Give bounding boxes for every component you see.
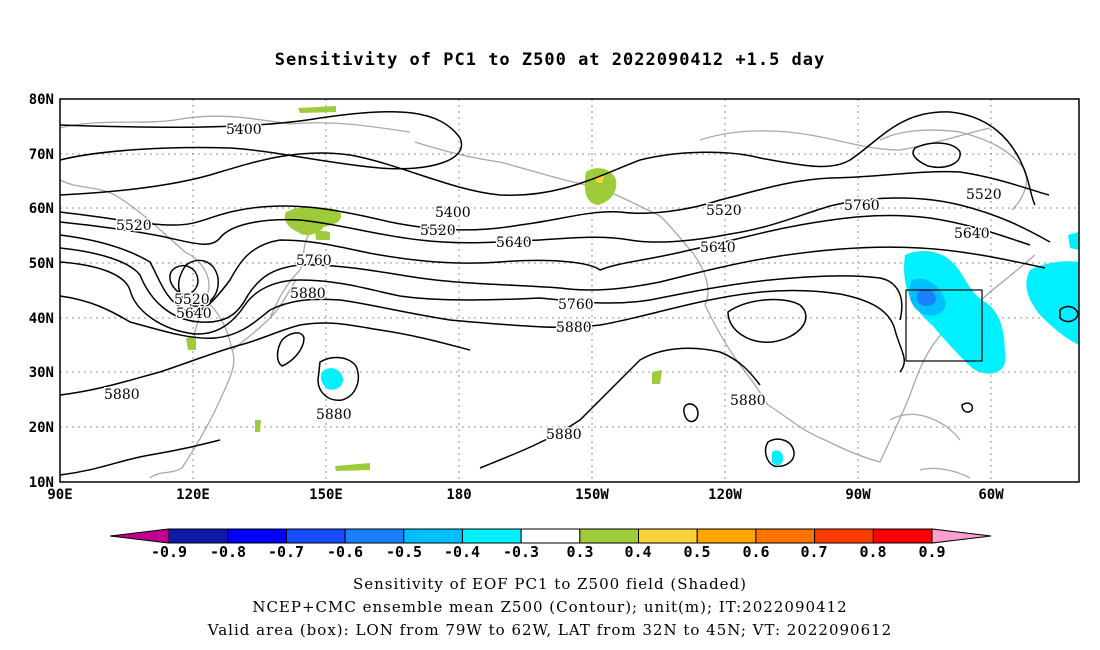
latitude-labels: 80N 70N 60N 50N 40N 30N 20N 10N xyxy=(29,92,54,491)
colorbar-label: -0.7 xyxy=(268,543,304,561)
graticule xyxy=(60,99,1079,482)
colorbar-label: -0.4 xyxy=(444,543,480,561)
lon-label: 60W xyxy=(978,487,1004,503)
colorbar-low-arrow xyxy=(109,528,170,544)
lon-label: 150E xyxy=(309,487,343,503)
contour-label: 5880 xyxy=(730,393,766,409)
colorbar-cell xyxy=(403,528,463,544)
lon-label: 120E xyxy=(176,487,210,503)
longitude-labels: 90E 120E 150E 180 150W 120W 90W 60W xyxy=(47,487,1004,503)
footer-line-2: NCEP+CMC ensemble mean Z500 (Contour); u… xyxy=(252,598,848,616)
colorbar-cell xyxy=(344,528,405,544)
contour-label: 5760 xyxy=(844,198,880,214)
colorbar-label: 0.9 xyxy=(918,543,945,561)
lat-label: 20N xyxy=(29,420,54,436)
lon-label: 120W xyxy=(708,487,742,503)
z500-contours xyxy=(59,110,1079,476)
valid-area-box xyxy=(905,289,983,362)
colorbar-label: 0.7 xyxy=(800,543,827,561)
contour-label: 5640 xyxy=(176,306,212,322)
contour-label: 5520 xyxy=(116,218,152,234)
contour-label: 5880 xyxy=(316,407,352,423)
contour-label: 5400 xyxy=(435,205,471,221)
contour-label: 5400 xyxy=(226,122,262,138)
colorbar-cell xyxy=(638,528,698,544)
contour-label: 5640 xyxy=(954,226,990,242)
contour-label-group: 5400 5400 5520 5520 5520 5520 5520 5640 … xyxy=(103,121,1004,445)
colorbar-high-arrow xyxy=(931,528,992,544)
map-frame xyxy=(59,98,1080,483)
colorbar-label: 0.5 xyxy=(683,543,710,561)
colorbar-cell xyxy=(520,528,581,544)
colorbar-cell xyxy=(755,528,816,544)
colorbar-cell xyxy=(814,528,874,544)
colorbar xyxy=(109,528,992,544)
sensitivity-shading xyxy=(186,106,1079,471)
colorbar-cell xyxy=(461,528,522,544)
footer-line-1: Sensitivity of EOF PC1 to Z500 field (Sh… xyxy=(352,575,748,593)
colorbar-label: -0.6 xyxy=(327,543,363,561)
lat-label: 70N xyxy=(29,147,54,163)
lat-label: 60N xyxy=(29,201,54,217)
map-title: Sensitivity of PC1 to Z500 at 2022090412… xyxy=(274,50,826,70)
contour-label: 5880 xyxy=(290,286,326,302)
contour-label: 5880 xyxy=(546,427,582,443)
colorbar-labels: -0.9 -0.8 -0.7 -0.6 -0.5 -0.4 -0.3 0.3 0… xyxy=(151,543,946,561)
contour-label: 5760 xyxy=(296,253,332,269)
lat-label: 50N xyxy=(29,256,54,272)
contour-label: 5640 xyxy=(700,240,736,256)
colorbar-label: -0.8 xyxy=(210,543,246,561)
contour-label: 5520 xyxy=(174,292,210,308)
colorbar-cell xyxy=(579,528,640,544)
lat-label: 30N xyxy=(29,365,54,381)
lon-label: 90E xyxy=(47,487,72,503)
lon-label: 150W xyxy=(575,487,609,503)
contour-label: 5640 xyxy=(496,235,532,251)
lat-label: 10N xyxy=(29,475,54,491)
contour-label: 5520 xyxy=(706,203,742,219)
colorbar-cell xyxy=(872,528,933,544)
contour-label: 5880 xyxy=(556,320,592,336)
colorbar-label: -0.9 xyxy=(151,543,187,561)
footer-line-3: Valid area (box): LON from 79W to 62W, L… xyxy=(207,621,893,639)
lon-label: 180 xyxy=(446,487,471,503)
colorbar-cell xyxy=(168,528,229,544)
colorbar-cell xyxy=(696,528,757,544)
colorbar-label: 0.3 xyxy=(566,543,593,561)
lat-label: 40N xyxy=(29,311,54,327)
colorbar-label: 0.8 xyxy=(859,543,886,561)
colorbar-label: 0.4 xyxy=(624,543,651,561)
lat-label: 80N xyxy=(29,92,54,108)
contour-label: 5760 xyxy=(558,297,594,313)
contour-label: 5520 xyxy=(966,187,1002,203)
colorbar-label: -0.5 xyxy=(386,543,422,561)
contour-label: 5880 xyxy=(104,387,140,403)
colorbar-cell xyxy=(285,528,346,544)
contour-label: 5520 xyxy=(420,223,456,239)
lon-label: 90W xyxy=(845,487,871,503)
colorbar-label: 0.6 xyxy=(742,543,769,561)
colorbar-label: -0.3 xyxy=(503,543,539,561)
colorbar-cell xyxy=(227,528,287,544)
